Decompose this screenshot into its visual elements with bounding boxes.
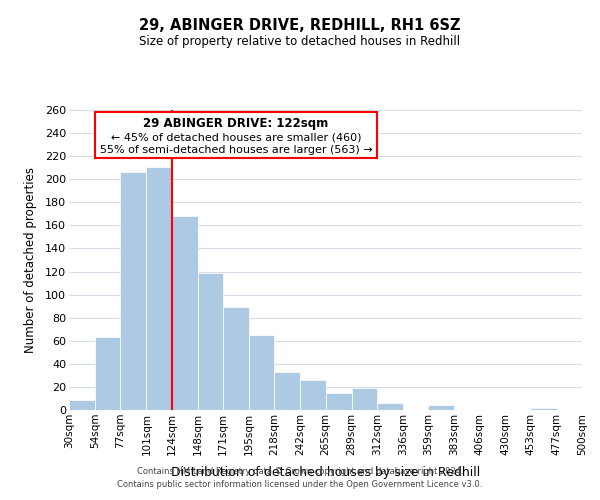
Bar	[172, 216, 198, 410]
Text: 55% of semi-detached houses are larger (563) →: 55% of semi-detached houses are larger (…	[100, 145, 373, 155]
Bar	[325, 392, 352, 410]
Bar	[531, 408, 557, 410]
Bar	[352, 388, 377, 410]
Text: Size of property relative to detached houses in Redhill: Size of property relative to detached ho…	[139, 35, 461, 48]
Bar	[274, 372, 301, 410]
X-axis label: Distribution of detached houses by size in Redhill: Distribution of detached houses by size …	[171, 466, 480, 479]
Y-axis label: Number of detached properties: Number of detached properties	[23, 167, 37, 353]
Text: Contains HM Land Registry data © Crown copyright and database right 2024.: Contains HM Land Registry data © Crown c…	[137, 467, 463, 476]
Bar	[249, 335, 274, 410]
Bar	[95, 112, 377, 158]
Bar	[69, 400, 95, 410]
Bar	[146, 166, 172, 410]
Bar	[223, 308, 249, 410]
Text: 29, ABINGER DRIVE, REDHILL, RH1 6SZ: 29, ABINGER DRIVE, REDHILL, RH1 6SZ	[139, 18, 461, 32]
Bar	[301, 380, 325, 410]
Bar	[198, 272, 223, 410]
Bar	[95, 338, 121, 410]
Bar	[377, 403, 403, 410]
Text: ← 45% of detached houses are smaller (460): ← 45% of detached houses are smaller (46…	[111, 132, 361, 142]
Bar	[121, 172, 146, 410]
Bar	[428, 406, 454, 410]
Text: Contains public sector information licensed under the Open Government Licence v3: Contains public sector information licen…	[118, 480, 482, 489]
Text: 29 ABINGER DRIVE: 122sqm: 29 ABINGER DRIVE: 122sqm	[143, 118, 329, 130]
